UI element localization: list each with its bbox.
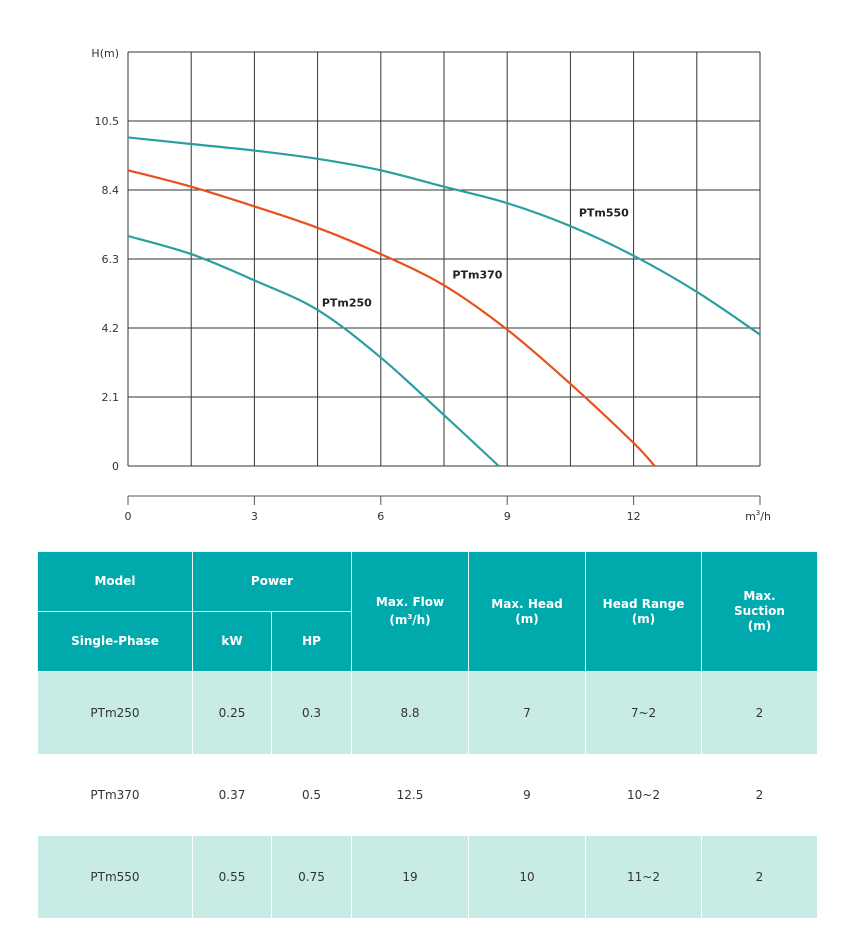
x-axis-label: m3/h — [745, 509, 771, 523]
header-single-phase: Single-Phase — [37, 611, 193, 672]
table-cell: 0.3 — [271, 671, 352, 754]
header-hp: HP — [271, 611, 352, 672]
x-tick-label: 12 — [627, 510, 641, 523]
header-max-head: Max. Head (m) — [468, 551, 586, 672]
table-row: PTm370 0.37 0.5 12.5 9 10~2 2 — [37, 754, 818, 836]
table-cell: 0.55 — [192, 836, 272, 918]
table-cell: PTm550 — [37, 836, 193, 918]
curve-label-ptm250: PTm250 — [322, 297, 372, 310]
curves — [127, 136, 761, 467]
header-power: Power — [192, 551, 352, 612]
x-tick-label: 0 — [125, 510, 132, 523]
table-cell: 0.5 — [271, 754, 352, 836]
table-cell: PTm250 — [37, 671, 193, 754]
table-cell: 2 — [701, 754, 818, 836]
table-cell: 2 — [701, 836, 818, 918]
table-row: PTm550 0.55 0.75 19 10 11~2 2 — [37, 836, 818, 918]
table-row: PTm250 0.25 0.3 8.8 7 7~2 2 — [37, 671, 818, 754]
y-tick-label: 0 — [112, 460, 119, 473]
table-cell: 10 — [468, 836, 586, 918]
x-tick-label: 6 — [377, 510, 384, 523]
y-tick-label: 10.5 — [95, 115, 120, 128]
table-cell: 11~2 — [585, 836, 702, 918]
table-cell: 0.37 — [192, 754, 272, 836]
table-cell: 7 — [468, 671, 586, 754]
y-tick-label: 6.3 — [102, 253, 120, 266]
curve-label-ptm550: PTm550 — [579, 206, 629, 219]
y-axis-label: H(m) — [91, 47, 119, 60]
header-head-range: Head Range (m) — [585, 551, 702, 672]
table-cell: 2 — [701, 671, 818, 754]
performance-curve-chart: 0 2.1 4.2 6.3 8.4 10.5 H(m) 0 3 6 9 12 m3/h PTm250 PTm… — [91, 47, 771, 523]
header-model: Model — [37, 551, 193, 612]
table-cell: 8.8 — [351, 671, 469, 754]
grid — [127, 51, 761, 505]
x-tick-label: 3 — [251, 510, 258, 523]
header-kw: kW — [192, 611, 272, 672]
table-cell: 12.5 — [351, 754, 469, 836]
table-cell: 19 — [351, 836, 469, 918]
table-cell: 0.25 — [192, 671, 272, 754]
header-max-flow: Max. Flow (m3/h) — [351, 551, 469, 672]
header-max-suction: Max. Suction (m) — [701, 551, 818, 672]
table-cell: 10~2 — [585, 754, 702, 836]
x-tick-label: 9 — [504, 510, 511, 523]
y-tick-label: 8.4 — [102, 184, 120, 197]
table-cell: PTm370 — [37, 754, 193, 836]
specs-table: Model Power Max. Flow (m3/h) Max. Head (m)… — [37, 551, 818, 918]
curve-label-ptm370: PTm370 — [452, 269, 502, 282]
table-cell: 0.75 — [271, 836, 352, 918]
table-cell: 9 — [468, 754, 586, 836]
labels: 0 2.1 4.2 6.3 8.4 10.5 H(m) 0 3 6 9 12 m3/h PTm250 PTm… — [91, 47, 771, 523]
y-tick-label: 2.1 — [102, 391, 120, 404]
curve-ptm550 — [127, 136, 761, 336]
curve-ptm370 — [127, 169, 656, 467]
y-tick-label: 4.2 — [102, 322, 120, 335]
table-cell: 7~2 — [585, 671, 702, 754]
curve-ptm250 — [127, 234, 500, 467]
